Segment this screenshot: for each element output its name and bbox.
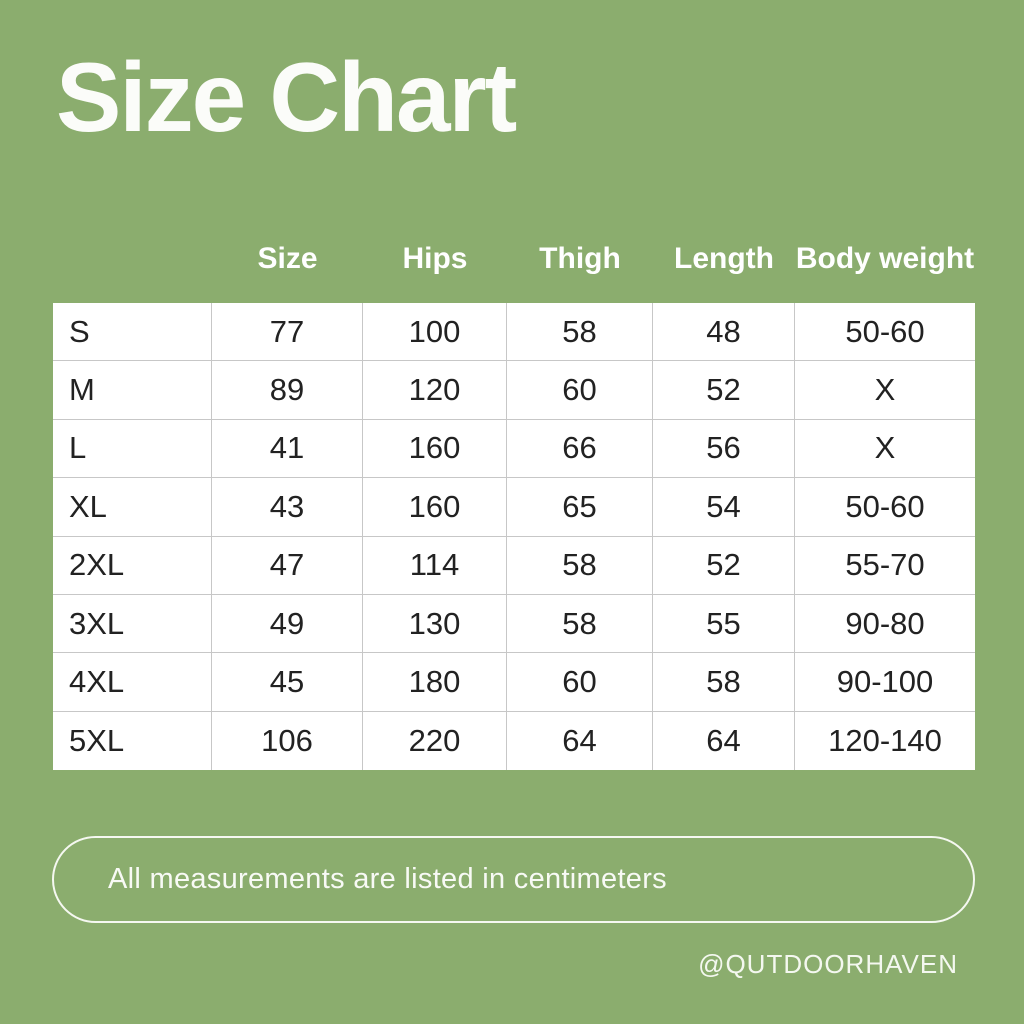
row-label-cell: S: [53, 303, 212, 362]
value-cell: 120-140: [795, 711, 975, 770]
value-cell: 106: [212, 711, 363, 770]
value-cell: 120: [363, 361, 507, 420]
value-cell: 160: [363, 478, 507, 537]
value-cell: X: [795, 361, 975, 420]
measurement-note-text: All measurements are listed in centimete…: [108, 863, 667, 895]
value-cell: 52: [653, 536, 795, 595]
value-cell: 100: [363, 303, 507, 362]
value-cell: 114: [363, 536, 507, 595]
value-cell: 65: [507, 478, 653, 537]
value-cell: 48: [653, 303, 795, 362]
row-label-cell: L: [53, 419, 212, 479]
page-title: Size Chart: [56, 42, 517, 152]
value-cell: 43: [212, 478, 363, 537]
row-label-cell: 4XL: [53, 653, 212, 712]
value-cell: 220: [363, 711, 507, 770]
value-cell: 45: [212, 653, 363, 712]
row-label-cell: 3XL: [53, 594, 212, 654]
value-cell: 60: [507, 361, 653, 420]
value-cell: 50-60: [795, 478, 975, 537]
table-header-row: Size Hips Thigh Length Body weight: [53, 232, 975, 286]
row-label-cell: XL: [53, 478, 212, 537]
value-cell: 49: [212, 594, 363, 654]
value-cell: 89: [212, 361, 363, 420]
value-cell: 90-100: [795, 653, 975, 712]
value-cell: 58: [507, 594, 653, 654]
header-cell-hips: Hips: [402, 242, 468, 275]
size-table: S 77 100 58 48 50-60 M 89 120 60 52 X L …: [53, 303, 975, 770]
value-cell: 64: [653, 711, 795, 770]
value-cell: 180: [363, 653, 507, 712]
value-cell: 41: [212, 419, 363, 479]
value-cell: 58: [653, 653, 795, 712]
value-cell: 90-80: [795, 594, 975, 654]
header-cell-empty: [53, 232, 212, 286]
brand-handle: @QUTDOORHAVEN: [698, 949, 958, 979]
value-cell: 47: [212, 536, 363, 595]
value-cell: 54: [653, 478, 795, 537]
measurement-note-pill: All measurements are listed in centimete…: [52, 836, 975, 923]
value-cell: 50-60: [795, 303, 975, 362]
value-cell: 66: [507, 419, 653, 479]
value-cell: 58: [507, 303, 653, 362]
value-cell: 55-70: [795, 536, 975, 595]
value-cell: 160: [363, 419, 507, 479]
header-cell-thigh: Thigh: [539, 242, 621, 275]
row-label-cell: 5XL: [53, 711, 212, 770]
row-label-cell: M: [53, 361, 212, 420]
header-cell-size: Size: [257, 242, 318, 275]
value-cell: 58: [507, 536, 653, 595]
header-cell-body-weight: Body weight: [795, 242, 975, 275]
value-cell: 64: [507, 711, 653, 770]
value-cell: 130: [363, 594, 507, 654]
header-cell-length: Length: [674, 242, 774, 275]
value-cell: 52: [653, 361, 795, 420]
value-cell: 77: [212, 303, 363, 362]
value-cell: X: [795, 419, 975, 479]
value-cell: 56: [653, 419, 795, 479]
value-cell: 55: [653, 594, 795, 654]
row-label-cell: 2XL: [53, 536, 212, 595]
value-cell: 60: [507, 653, 653, 712]
